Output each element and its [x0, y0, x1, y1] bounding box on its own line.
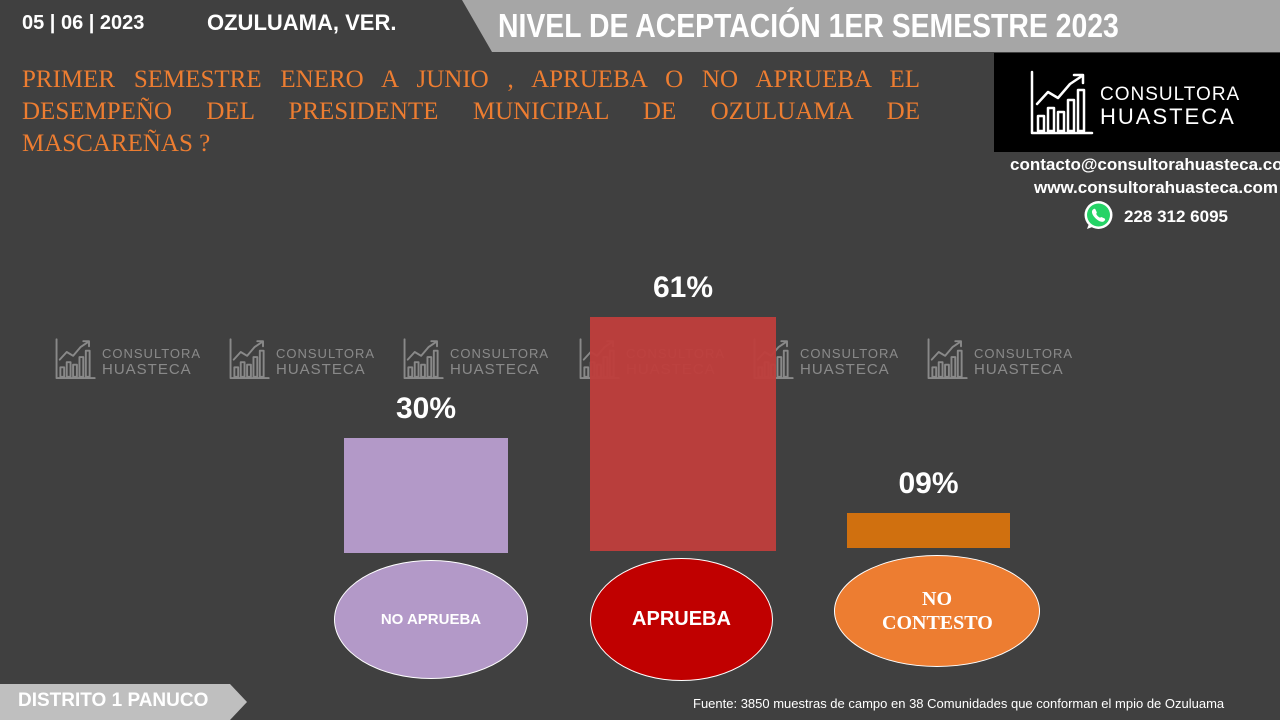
watermark-line1: CONSULTORA [276, 346, 376, 361]
brand-logo-text: CONSULTORA HUASTECA [1100, 84, 1240, 128]
chart-growth-icon [1030, 70, 1094, 135]
page-title: NIVEL DE ACEPTACIÓN 1ER SEMESTRE 2023 [498, 7, 1220, 45]
watermark-line2: HUASTECA [974, 361, 1064, 378]
chart-growth-icon [927, 338, 968, 380]
category-label-no-contesto: NO CONTESTO [834, 555, 1040, 667]
district-banner [0, 684, 247, 720]
bar-aprueba [590, 317, 776, 551]
category-label-aprueba: APRUEBA [590, 558, 773, 681]
chart-growth-icon [403, 338, 444, 380]
data-label: 61% [652, 271, 714, 304]
watermark-line2: HUASTECA [276, 361, 366, 378]
contact-email[interactable]: contacto@consultorahuasteca.com [1010, 155, 1280, 174]
watermark-line2: HUASTECA [800, 361, 890, 378]
bar-no-aprueba [344, 438, 508, 553]
watermark-line1: CONSULTORA [102, 346, 202, 361]
chart-growth-icon [229, 338, 270, 380]
watermark-line1: CONSULTORA [450, 346, 550, 361]
brand-logo-box [994, 53, 1280, 152]
category-text: NO APRUEBA [380, 611, 482, 628]
brand-logo-line1: CONSULTORA [1100, 84, 1241, 105]
category-text: APRUEBA [632, 608, 731, 630]
survey-question: PRIMER SEMESTRE ENERO A JUNIO , APRUEBA … [22, 66, 920, 157]
whatsapp-icon [1084, 201, 1113, 229]
location-label: OZULUAMA, VER. [207, 10, 397, 35]
contact-phone[interactable]: 228 312 6095 [1124, 207, 1228, 226]
category-label-no-aprueba: NO APRUEBA [334, 560, 528, 679]
page-title-text: NIVEL DE ACEPTACIÓN 1ER SEMESTRE 2023 [498, 7, 1119, 44]
data-label: 30% [395, 392, 457, 425]
contact-website[interactable]: www.consultorahuasteca.com [1034, 178, 1279, 197]
data-label: 09% [898, 467, 959, 500]
watermark-line1: CONSULTORA [800, 346, 900, 361]
survey-date: 05 | 06 | 2023 [22, 12, 145, 34]
brand-logo-line2: HUASTECA [1100, 104, 1236, 129]
watermark-line2: HUASTECA [102, 361, 192, 378]
source-note: Fuente: 3850 muestras de campo en 38 Com… [693, 696, 1225, 711]
watermark-line2: HUASTECA [450, 361, 540, 378]
title-banner [462, 0, 1280, 52]
bar-no-contesto [847, 513, 1010, 548]
category-text: NO CONTESTO [882, 588, 993, 634]
watermark-line1: CONSULTORA [974, 346, 1074, 361]
chart-growth-icon [55, 338, 96, 380]
district-label: DISTRITO 1 PANUCO [18, 690, 209, 711]
